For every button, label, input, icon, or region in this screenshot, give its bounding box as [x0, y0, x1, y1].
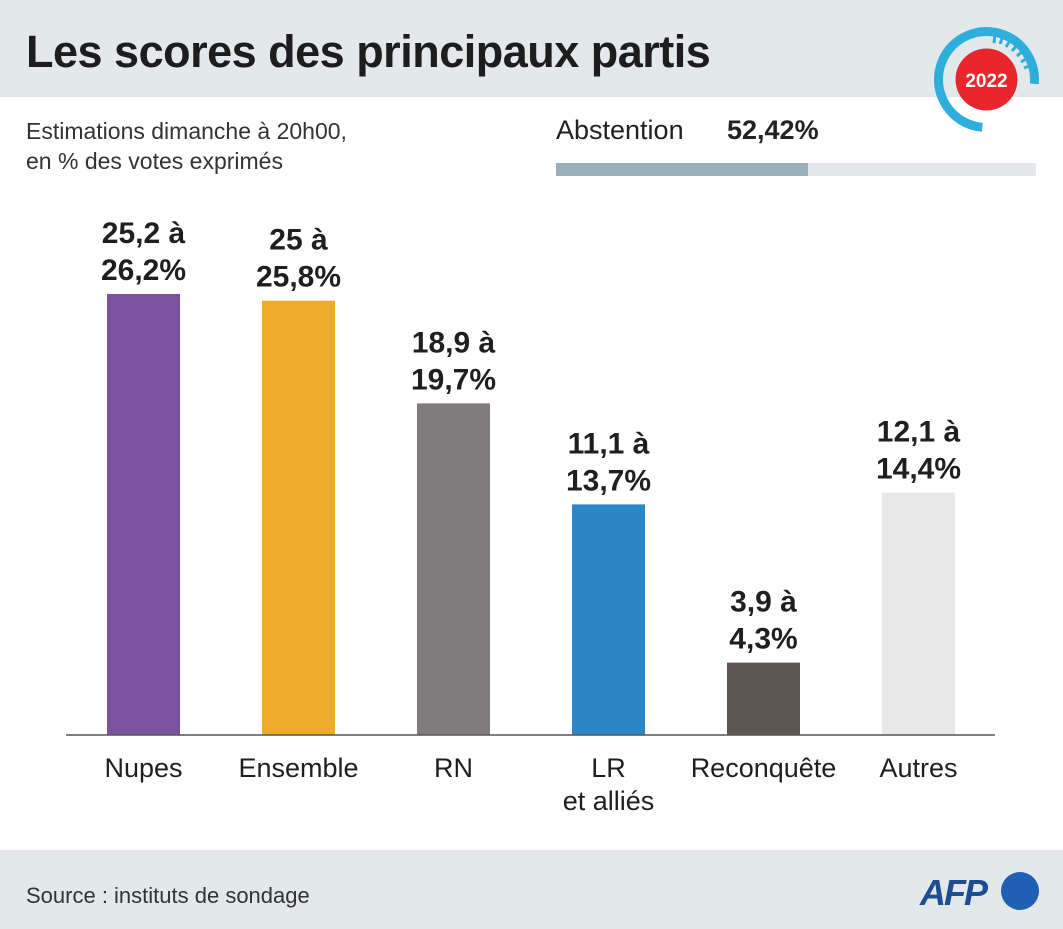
abstention-bar-fill — [556, 163, 808, 176]
bar-value-label-2-1: 19,7% — [411, 363, 496, 396]
bar-value-label-0-0: 25,2 à — [102, 217, 186, 250]
bar-3 — [572, 504, 645, 735]
category-label-3-0: LR — [591, 753, 626, 783]
afp-logo-circle — [1001, 872, 1039, 910]
badge-year: 2022 — [965, 71, 1007, 92]
bar-value-label-0-1: 26,2% — [101, 254, 186, 287]
bar-chart: 25,2 à 26,2% Nupes 25 à 25,8% Ensemble 18,9 à 1… — [66, 217, 995, 816]
bar-value-label-1-1: 25,8% — [256, 261, 341, 294]
bar-1 — [262, 300, 335, 735]
bar-value-label-5-0: 12,1 à — [877, 416, 961, 449]
header-bar — [0, 0, 1063, 97]
bar-value-label-5-1: 14,4% — [876, 453, 961, 486]
footer-bar — [0, 850, 1063, 929]
bar-value-label-3-0: 11,1 à — [568, 427, 650, 460]
category-label-3-1: et alliés — [563, 786, 655, 816]
subtitle: Estimations dimanche à 20h00, en % des v… — [26, 116, 446, 176]
bar-value-label-4-1: 4,3% — [729, 623, 797, 656]
bar-5 — [882, 492, 955, 735]
source-note: Source : instituts de sondage — [26, 883, 310, 908]
bar-4 — [727, 662, 800, 735]
page-title: Les scores des principaux partis — [26, 26, 711, 77]
bar-2 — [417, 403, 490, 735]
bar-value-label-3-1: 13,7% — [566, 464, 651, 497]
category-label-1-0: Ensemble — [238, 753, 358, 783]
bar-value-label-1-0: 25 à — [269, 224, 328, 257]
bar-value-label-2-0: 18,9 à — [412, 326, 496, 359]
bar-value-label-4-0: 3,9 à — [730, 586, 797, 619]
year-badge: 2022 — [933, 27, 1039, 132]
subtitle-line-2: en % des votes exprimés — [26, 148, 283, 174]
abstention-label: Abstention — [556, 115, 684, 145]
category-label-5-0: Autres — [879, 753, 957, 783]
abstention-value: 52,42% — [727, 115, 819, 145]
afp-logo-text: AFP — [919, 872, 989, 913]
bar-0 — [107, 293, 180, 735]
afp-logo: AFP — [919, 872, 1039, 913]
abstention-bar — [556, 163, 1036, 176]
badge-center — [955, 48, 1018, 111]
subtitle-line-1: Estimations dimanche à 20h00, — [26, 118, 347, 144]
category-label-2-0: RN — [434, 753, 473, 783]
badge-ticks — [992, 33, 1033, 70]
category-label-4-0: Reconquête — [691, 753, 837, 783]
category-label-0-0: Nupes — [104, 753, 182, 783]
